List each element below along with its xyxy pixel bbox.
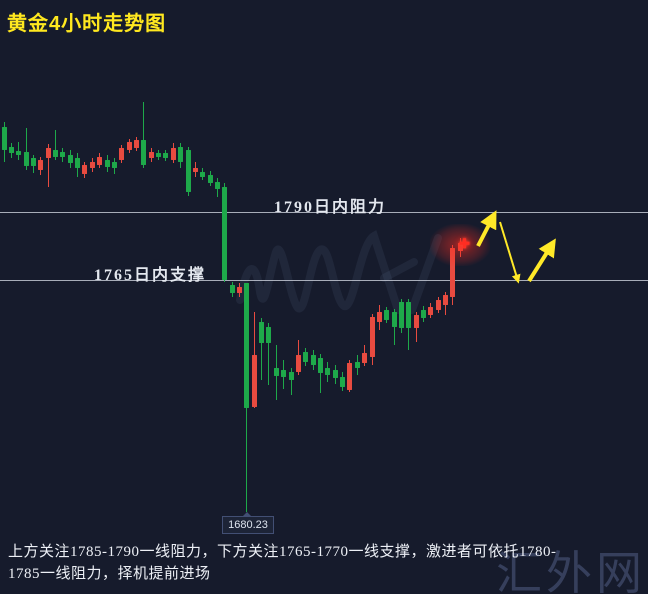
candle-body — [53, 149, 59, 158]
candle-body — [185, 149, 191, 193]
candle-body — [369, 316, 375, 358]
candle-body — [273, 368, 279, 376]
candle-body — [222, 187, 228, 281]
forecast-arrow — [527, 238, 556, 283]
candle-wick — [25, 128, 27, 171]
level-line-resistance — [0, 212, 648, 213]
candle-body — [310, 354, 316, 366]
candle-body — [244, 283, 250, 408]
candle-body — [443, 295, 449, 305]
candle-body — [421, 310, 427, 319]
candle-body — [163, 152, 169, 158]
price-pulse-marker: ✚ — [459, 236, 470, 251]
candle-body — [303, 351, 309, 363]
candle-body — [133, 140, 139, 149]
candle-wick — [290, 368, 292, 396]
candle-body — [89, 161, 95, 168]
candle-body — [376, 312, 382, 323]
candle-wick — [47, 143, 49, 188]
candle-body — [332, 369, 338, 378]
candle-body — [170, 148, 176, 161]
level-label-support: 1765日内支撑 — [93, 267, 206, 284]
candle-body — [192, 167, 198, 173]
candle-body — [75, 157, 81, 168]
commentary-line-1: 上方关注1785-1790一线阻力，下方关注1765-1770一线支撑，激进者可… — [8, 544, 557, 560]
low-price-tooltip: 1680.23 — [222, 512, 274, 534]
candle-body — [126, 142, 132, 150]
candle-body — [8, 146, 14, 153]
candle-body — [104, 160, 110, 168]
candle-body — [237, 286, 243, 293]
candle-body — [30, 157, 36, 167]
candle-body — [317, 357, 323, 373]
candle-body — [38, 160, 44, 171]
candle-body — [82, 164, 88, 175]
candle-body — [23, 151, 29, 167]
candle-body — [251, 354, 257, 407]
candle-body — [340, 377, 346, 387]
candle-body — [119, 148, 125, 161]
candle-wick — [261, 318, 263, 381]
candle-wick — [143, 102, 145, 168]
candle-body — [200, 172, 206, 177]
candle-body — [229, 284, 235, 293]
candle-wick — [55, 130, 57, 161]
candle-body — [178, 146, 184, 162]
analysis-commentary: 上方关注1785-1790一线阻力，下方关注1765-1770一线支撑，激进者可… — [8, 541, 646, 585]
candle-body — [288, 371, 294, 381]
candle-body — [156, 152, 162, 158]
candle-body — [295, 354, 301, 372]
candle-wick — [319, 354, 321, 393]
forecast-arrow — [499, 221, 521, 284]
candle-body — [214, 181, 220, 189]
candle-body — [207, 175, 213, 184]
tooltip-caret-icon — [242, 512, 252, 517]
candle-body — [428, 307, 434, 316]
candle-body — [347, 362, 353, 390]
candle-body — [413, 315, 419, 328]
candle-body — [435, 300, 441, 311]
candle-body — [384, 310, 390, 320]
low-price-value: 1680.23 — [228, 519, 268, 531]
candle-wick — [268, 322, 270, 385]
level-line-support — [0, 280, 648, 281]
candle-body — [259, 322, 265, 343]
candle-body — [16, 151, 22, 155]
candle-body — [45, 148, 51, 158]
candle-body — [67, 154, 73, 164]
candle-body — [97, 157, 103, 165]
candle-body — [325, 368, 331, 375]
candle-body — [450, 248, 456, 297]
commentary-line-2: 1785一线阻力，择机提前进场 — [8, 566, 211, 582]
candle-body — [266, 327, 272, 343]
candle-body — [362, 353, 368, 363]
candle-body — [141, 140, 147, 165]
candle-body — [391, 312, 397, 328]
candle-body — [281, 369, 287, 378]
candle-body — [354, 362, 360, 369]
site-watermark: 汇外网 — [496, 548, 646, 594]
candle-body — [1, 127, 7, 150]
candle-body — [111, 161, 117, 168]
candle-wick — [393, 309, 395, 346]
level-label-resistance: 1790日内阻力 — [273, 199, 386, 216]
candle-body — [148, 151, 154, 158]
candle-body — [60, 151, 66, 158]
chart-title: 黄金4小时走势图 — [7, 13, 167, 35]
candle-body — [406, 301, 412, 328]
candle-body — [398, 301, 404, 328]
